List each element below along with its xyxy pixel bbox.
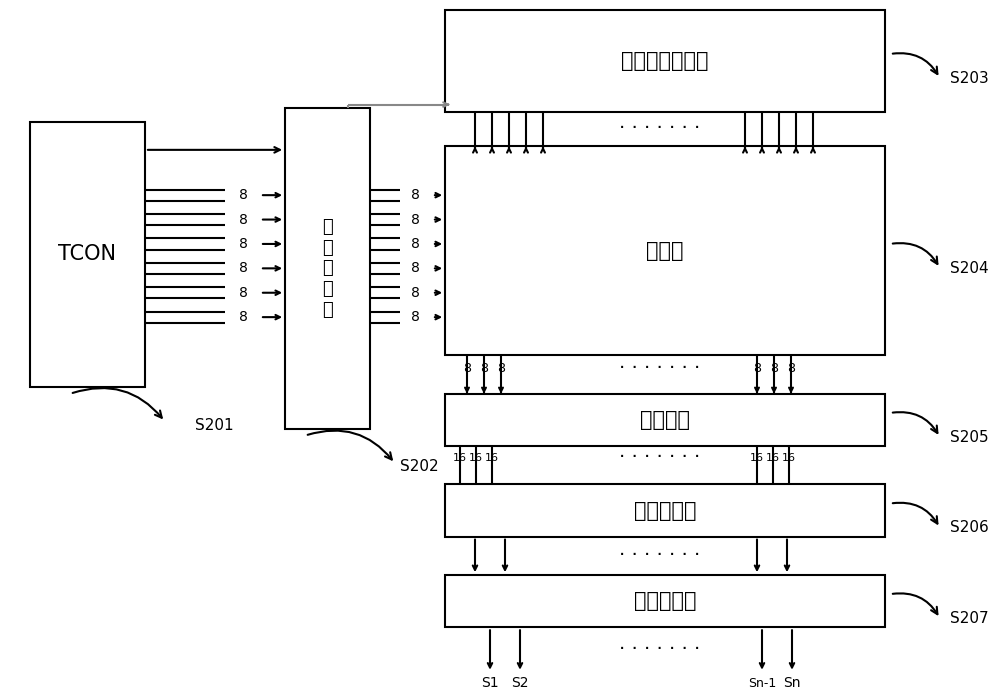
- Text: S204: S204: [950, 261, 989, 276]
- Text: S203: S203: [950, 71, 989, 86]
- Text: · · · · · · ·: · · · · · · ·: [619, 358, 701, 378]
- Text: 8: 8: [239, 286, 247, 300]
- Bar: [445, 10, 885, 112]
- Text: Sn-1: Sn-1: [748, 677, 776, 689]
- Bar: [30, 122, 145, 387]
- Text: S205: S205: [950, 430, 989, 445]
- Text: S202: S202: [400, 459, 439, 475]
- Text: S1: S1: [481, 676, 499, 690]
- Text: 8: 8: [411, 310, 419, 324]
- Text: 8: 8: [753, 362, 761, 374]
- Text: 8: 8: [411, 237, 419, 251]
- Text: 定向位移寄存器: 定向位移寄存器: [621, 51, 709, 71]
- Bar: [445, 146, 885, 355]
- Text: 8: 8: [411, 261, 419, 275]
- Bar: [445, 575, 885, 627]
- Text: 8: 8: [239, 237, 247, 251]
- Bar: [445, 484, 885, 537]
- Text: 16: 16: [766, 453, 780, 463]
- Text: 数
据
接
收
器: 数 据 接 收 器: [322, 217, 333, 319]
- Text: 8: 8: [239, 213, 247, 227]
- Text: Sn: Sn: [783, 676, 801, 690]
- Text: 电平转换: 电平转换: [640, 410, 690, 430]
- Text: 8: 8: [787, 362, 795, 374]
- Text: · · · · · · ·: · · · · · · ·: [619, 119, 701, 139]
- Text: 16: 16: [453, 453, 467, 463]
- Text: 8: 8: [411, 213, 419, 227]
- Text: 输出缓冲器: 输出缓冲器: [634, 591, 696, 611]
- Text: TCON: TCON: [58, 245, 116, 264]
- Text: S2: S2: [511, 676, 529, 690]
- Text: 8: 8: [411, 286, 419, 300]
- Text: S201: S201: [195, 418, 234, 433]
- Text: 16: 16: [782, 453, 796, 463]
- Text: S206: S206: [950, 521, 989, 535]
- Text: 缓冲器: 缓冲器: [646, 241, 684, 261]
- Text: 16: 16: [485, 453, 499, 463]
- Text: 8: 8: [497, 362, 505, 374]
- Bar: [445, 394, 885, 446]
- Text: · · · · · · ·: · · · · · · ·: [619, 546, 701, 565]
- Text: 8: 8: [239, 261, 247, 275]
- Text: · · · · · · ·: · · · · · · ·: [619, 448, 701, 468]
- Bar: [285, 108, 370, 429]
- Text: 8: 8: [411, 188, 419, 202]
- Text: 16: 16: [469, 453, 483, 463]
- Text: S207: S207: [950, 611, 989, 626]
- Text: 8: 8: [239, 310, 247, 324]
- Text: · · · · · · ·: · · · · · · ·: [619, 640, 701, 659]
- Text: 16: 16: [750, 453, 764, 463]
- Text: 数模转换器: 数模转换器: [634, 500, 696, 521]
- Text: 8: 8: [770, 362, 778, 374]
- Text: 8: 8: [480, 362, 488, 374]
- Text: 8: 8: [463, 362, 471, 374]
- Text: 8: 8: [239, 188, 247, 202]
